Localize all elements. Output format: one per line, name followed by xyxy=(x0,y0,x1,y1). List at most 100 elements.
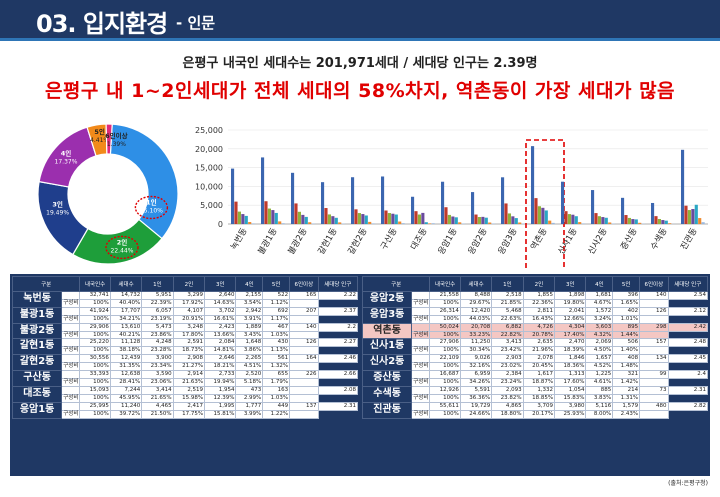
table-cell: 36.36% xyxy=(459,393,493,403)
table-cell: 6,057 xyxy=(141,306,174,316)
bar xyxy=(354,209,358,224)
table-cell: 2,646 xyxy=(204,354,237,364)
table-cell: 12,439 xyxy=(109,354,143,364)
table-cell: 23.42% xyxy=(491,346,524,356)
household-table-right: 구분 내국인수 세대수 1인 2인 3인 4인 5인 6인이상 세대당 인구 응암2동 21,558 8… xyxy=(361,276,709,419)
table-cell: 2,942 xyxy=(235,306,264,316)
table-cell: 1,617 xyxy=(522,370,556,379)
column-header: 세대당 인구 xyxy=(667,276,709,292)
column-header: 2인 xyxy=(172,276,206,292)
table-cell: 1.01% xyxy=(612,314,641,324)
table-cell xyxy=(289,330,319,340)
donut-pct: 22.44% xyxy=(111,247,134,254)
table-cell: 2.08 xyxy=(317,385,359,395)
table-cell: 3,590 xyxy=(141,370,174,379)
table-cell: 1.79% xyxy=(262,377,291,387)
table-cell xyxy=(639,298,669,308)
table-cell: 4.61% xyxy=(585,377,614,387)
table-cell: 32,741 xyxy=(79,291,111,300)
table-cell: 19.94% xyxy=(204,377,237,387)
table-cell: 3.83% xyxy=(585,393,614,403)
table-cell: 24.66% xyxy=(459,409,493,419)
table-cell: 25.93% xyxy=(554,409,587,419)
table-cell: 5,468 xyxy=(491,306,524,316)
table-cell: 3,603 xyxy=(585,322,614,332)
table-cell: 321 xyxy=(612,370,641,379)
table-cell: 25,995 xyxy=(79,401,111,411)
column-header: 6인이상 xyxy=(289,276,319,292)
table-cell: 140 xyxy=(289,322,319,332)
dong-name-cell: 응암2동 xyxy=(361,291,413,308)
table-cell xyxy=(289,385,319,395)
table-cell xyxy=(639,393,669,403)
table-cell: 33.23% xyxy=(459,330,493,340)
table-row: 대조동 15,093 7,244 3,414 2,519 1,954 473 163 2.08 xyxy=(11,385,359,403)
bar xyxy=(514,218,518,224)
table-cell: 11,240 xyxy=(109,401,143,411)
table-cell: 1,313 xyxy=(554,370,587,379)
table-cell: 100% xyxy=(79,346,111,356)
bar xyxy=(301,214,305,224)
bar xyxy=(561,181,565,224)
table-cell: 21.65% xyxy=(141,393,174,403)
bar xyxy=(488,222,492,224)
donut-slice xyxy=(105,123,113,155)
table-cell: 3,980 xyxy=(554,401,587,411)
table-cell: 20,708 xyxy=(459,322,493,332)
table-cell: 29,906 xyxy=(79,322,111,332)
bar xyxy=(451,216,455,224)
y-tick-label: 20,000 xyxy=(195,145,223,154)
table-cell: 402 xyxy=(612,306,641,316)
table-row: 구성비 100% 28.41% 23.06% 21.63% 19.94% 5.18% 1.79… xyxy=(13,377,358,387)
table-cell: 구성비 xyxy=(411,346,431,356)
bar xyxy=(387,213,391,224)
bar xyxy=(627,217,631,224)
table-cell: 100% xyxy=(429,298,461,308)
table-cell: 6,882 xyxy=(491,322,524,332)
table-cell: 2.31 xyxy=(317,401,359,411)
table-cell: 13.66% xyxy=(204,330,237,340)
table-cell: 5,473 xyxy=(141,322,174,332)
table-cell: 2.31 xyxy=(667,385,709,395)
table-cell: 692 xyxy=(262,306,291,316)
table-cell: 55,611 xyxy=(429,401,461,411)
table-cell: 20.91% xyxy=(172,314,206,324)
table-cell: 137 xyxy=(289,401,319,411)
table-cell xyxy=(289,298,319,308)
bar xyxy=(484,217,488,224)
table-cell: 100% xyxy=(429,409,461,419)
table-cell: 449 xyxy=(262,401,291,411)
table-cell: 506 xyxy=(612,338,641,348)
bar xyxy=(518,222,522,224)
bar xyxy=(394,214,398,224)
table-cell: 2,384 xyxy=(491,370,524,379)
table-cell: 구성비 xyxy=(411,362,431,372)
bar xyxy=(611,223,615,224)
table-cell: 구성비 xyxy=(61,393,81,403)
bar xyxy=(441,181,445,224)
column-header: 5인 xyxy=(612,276,641,292)
table-row: 구성비 100% 36.36% 23.82% 18.85% 15.83% 3.83% 1.31… xyxy=(363,393,708,403)
table-cell: 41,924 xyxy=(79,306,111,316)
table-cell: 34.21% xyxy=(109,314,143,324)
column-header: 1인 xyxy=(141,276,174,292)
bar xyxy=(664,220,668,224)
bar xyxy=(477,217,481,224)
table-cell: 6,959 xyxy=(459,370,493,379)
table-cell: 12,420 xyxy=(459,306,493,316)
bar xyxy=(371,223,375,224)
bar xyxy=(444,207,448,224)
table-cell: 2,423 xyxy=(204,322,237,332)
table-cell: 5.18% xyxy=(235,377,264,387)
bar xyxy=(571,214,575,224)
table-row: 구성비 100% 40.21% 23.86% 17.80% 13.66% 3.43% 1.03… xyxy=(13,330,358,340)
table-cell: 4,865 xyxy=(491,401,524,411)
table-cell: 207 xyxy=(289,306,319,316)
table-cell: 구성비 xyxy=(411,298,431,308)
table-cell: 655 xyxy=(262,370,291,379)
bar xyxy=(564,211,568,224)
table-row: 구성비 100% 31.35% 23.34% 21.27% 18.21% 4.51% 1.32… xyxy=(13,362,358,372)
table-cell: 885 xyxy=(585,385,614,395)
table-cell: 3,702 xyxy=(204,306,237,316)
table-cell: 2.99% xyxy=(235,393,264,403)
